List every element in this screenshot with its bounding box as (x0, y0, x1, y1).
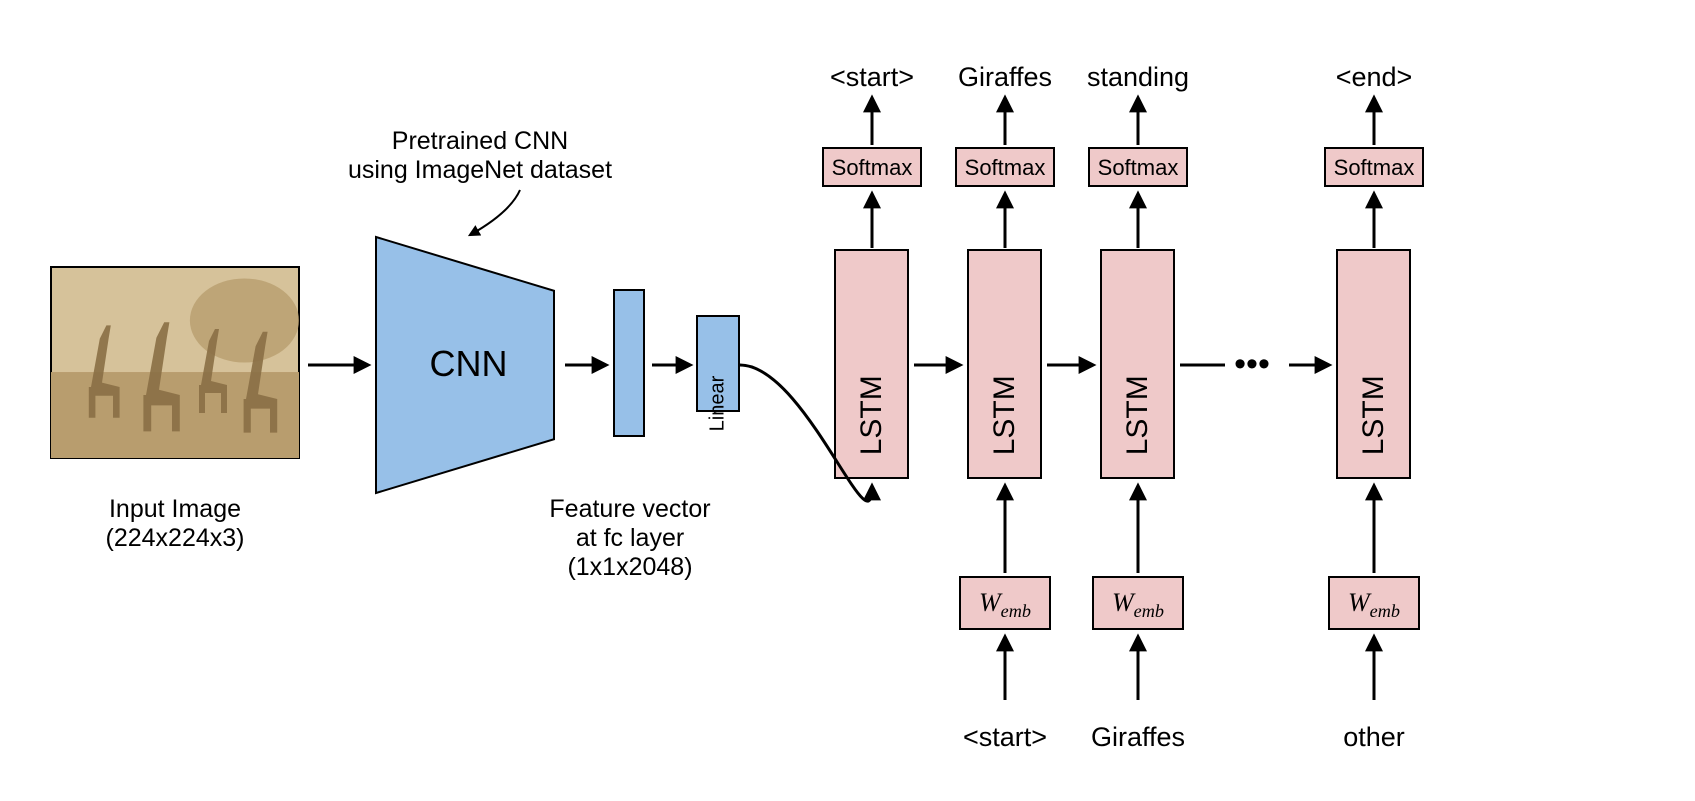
input-token-1: Giraffes (1058, 722, 1218, 753)
softmax-label-0: Softmax (812, 155, 932, 180)
linear-label: Linear (707, 363, 730, 443)
output-token-3: <end> (1294, 62, 1454, 93)
input-image (51, 267, 299, 458)
wemb-label-2: Wemb (1314, 588, 1434, 622)
lstm-ellipsis: ••• (1222, 345, 1282, 384)
wemb-label-1: Wemb (1078, 588, 1198, 622)
input-image-caption: Input Image(224x224x3) (45, 495, 305, 553)
softmax-label-2: Softmax (1078, 155, 1198, 180)
input-token-2: other (1294, 722, 1454, 753)
output-token-2: standing (1058, 62, 1218, 93)
feature-vector-caption: Feature vectorat fc layer(1x1x2048) (520, 495, 740, 581)
wemb-label-0: Wemb (945, 588, 1065, 622)
lstm-label-1: LSTM (987, 355, 1022, 475)
cnn-label: CNN (399, 343, 539, 384)
softmax-label-3: Softmax (1314, 155, 1434, 180)
lstm-label-2: LSTM (1120, 355, 1155, 475)
softmax-label-1: Softmax (945, 155, 1065, 180)
lstm-label-0: LSTM (854, 355, 889, 475)
cnn-annotation-arrow (470, 190, 520, 235)
lstm-label-3: LSTM (1356, 355, 1391, 475)
feature-vector-block (614, 290, 644, 436)
cnn-annotation: Pretrained CNNusing ImageNet dataset (320, 127, 640, 185)
